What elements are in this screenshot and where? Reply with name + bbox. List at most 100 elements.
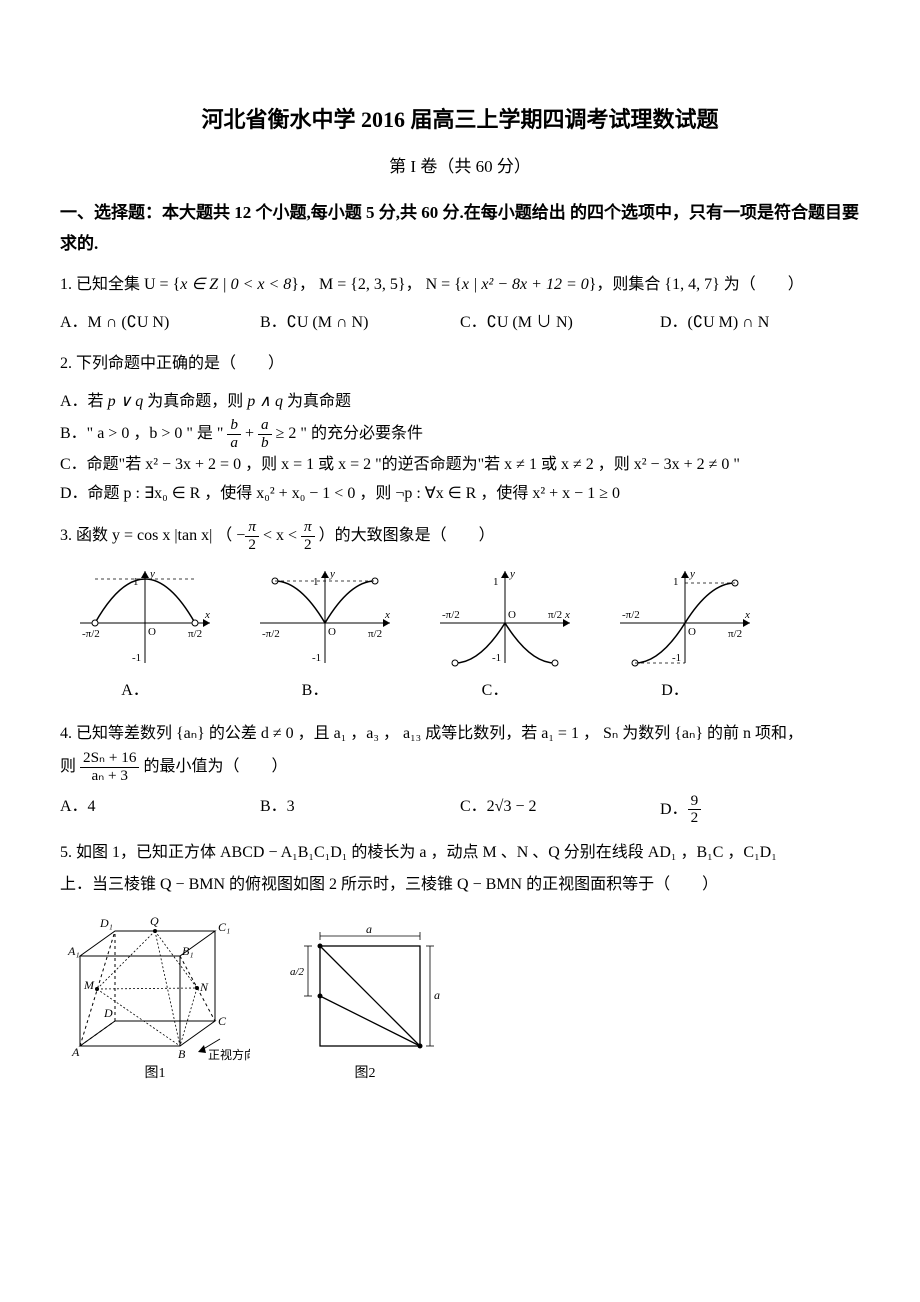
q4d-d: 2 <box>688 810 702 827</box>
svg-text:π/2: π/2 <box>728 628 742 640</box>
q3-graph-labels: A． B． C． D． <box>60 677 860 706</box>
q1-mid2: }，则集合 {1, 4, 7} 为（ ） <box>589 276 804 293</box>
question-5: 5. 如图 1，已知正方体 ABCD − A₁B₁C₁D₁ 的棱长为 a ，动点… <box>60 837 860 901</box>
q3-graphs: -π/2 π/2 O 1 -1 x y -π/2 π/2 O 1 -1 x y <box>70 563 860 673</box>
q3-fd1: 2 <box>245 537 259 554</box>
question-2-stem: 2. 下列命题中正确的是（ ） <box>60 348 860 380</box>
svg-text:1: 1 <box>673 576 679 588</box>
q5-fig1: A B C D A₁ B₁ C₁ D₁ M N Q 正视方向 <box>60 911 250 1061</box>
q1-mid1: }， M = {2, 3, 5}， N = { <box>291 276 462 293</box>
svg-text:N: N <box>199 980 209 994</box>
svg-text:1: 1 <box>133 576 139 588</box>
svg-text:-1: -1 <box>312 652 321 664</box>
svg-text:-π/2: -π/2 <box>262 628 280 640</box>
q2-options: A．若 p ∨ q 为真命题，则 p ∧ q 为真命题 B．" a > 0 ，b… <box>60 388 860 509</box>
svg-text:-π/2: -π/2 <box>622 609 640 621</box>
svg-text:y: y <box>329 568 335 580</box>
page-title: 河北省衡水中学 2016 届高三上学期四调考试理数试题 <box>60 100 860 140</box>
question-3-stem: 3. 函数 y = cos x |tan x| （ −π2 < x < π2 ）… <box>60 519 860 553</box>
svg-text:π/2: π/2 <box>368 628 382 640</box>
q3-fn1: π <box>245 519 259 537</box>
svg-text:x: x <box>384 609 390 621</box>
svg-text:C₁: C₁ <box>218 920 230 934</box>
svg-text:O: O <box>508 609 516 621</box>
svg-text:-π/2: -π/2 <box>442 609 460 621</box>
q4d-pre: D． <box>660 801 688 818</box>
svg-text:1: 1 <box>313 576 319 588</box>
svg-text:Q: Q <box>150 914 159 928</box>
q4-opt-a: A．4 <box>60 793 260 827</box>
svg-text:正视方向: 正视方向 <box>208 1047 250 1061</box>
q2a-b2: p ∧ q <box>247 393 283 410</box>
q3a-left: -π/2 <box>82 628 100 640</box>
q5-fig2: a a a/2 <box>290 921 440 1061</box>
q3-label-c: C． <box>420 677 570 706</box>
q2b-f1n: b <box>227 417 241 435</box>
svg-text:a: a <box>366 922 372 936</box>
svg-text:1: 1 <box>493 576 499 588</box>
svg-text:π/2: π/2 <box>548 609 562 621</box>
q2b-post: ≥ 2 " 的充分必要条件 <box>272 425 423 442</box>
q3-label-a: A． <box>60 677 210 706</box>
q4-opt-c: C．2√3 − 2 <box>460 793 660 827</box>
q2a-pre: A．若 <box>60 393 108 410</box>
q2b-f2d: b <box>258 435 272 452</box>
q4-opt-b: B．3 <box>260 793 460 827</box>
q2a-mid: 为真命题，则 <box>143 393 247 410</box>
q4-fd: aₙ + 3 <box>80 768 139 785</box>
svg-text:x: x <box>204 609 210 621</box>
q5-fig1-label: 图1 <box>60 1061 250 1086</box>
q5-line2: 上．当三棱锥 Q − BMN 的俯视图如图 2 所示时，三棱锥 Q − BMN … <box>60 869 860 901</box>
svg-text:-1: -1 <box>672 652 681 664</box>
q3-graph-d: -π/2 π/2 O 1 -1 x y <box>610 563 760 673</box>
q2-opt-c: C．命题"若 x² − 3x + 2 = 0 ，则 x = 1 或 x = 2 … <box>60 451 860 480</box>
q3-fn2: π <box>301 519 315 537</box>
q4d-n: 9 <box>688 793 702 811</box>
svg-text:B₁: B₁ <box>182 944 194 958</box>
q3-label-d: D． <box>600 677 750 706</box>
q2b-plus: + <box>241 425 258 442</box>
q1-setU: x ∈ Z | 0 < x < 8 <box>180 276 291 293</box>
svg-text:O: O <box>688 626 696 638</box>
q1-setN: x | x² − 8x + 12 = 0 <box>462 276 589 293</box>
q4-line1: 4. 已知等差数列 {aₙ} 的公差 d ≠ 0 ，且 a₁ ，a₃ ， a₁₃… <box>60 718 860 750</box>
q3-mid: < x < <box>259 527 301 544</box>
q5-fig2-label: 图2 <box>290 1061 440 1086</box>
q3-graph-a: -π/2 π/2 O 1 -1 x y <box>70 563 220 673</box>
q4-line2: 则 2Sₙ + 16aₙ + 3 的最小值为（ ） <box>60 750 860 784</box>
q5-fig1-wrap: A B C D A₁ B₁ C₁ D₁ M N Q 正视方向 图1 <box>60 911 250 1086</box>
q3-fd2: 2 <box>301 537 315 554</box>
svg-text:D₁: D₁ <box>99 916 113 930</box>
section1-head: 一、选择题：本大题共 12 个小题,每小题 5 分,共 60 分.在每小题给出 … <box>60 198 860 259</box>
q4-options: A．4 B．3 C．2√3 − 2 D．92 <box>60 793 860 827</box>
q4-fn: 2Sₙ + 16 <box>80 750 139 768</box>
q3-pre: 3. 函数 y = cos x |tan x| （ − <box>60 527 245 544</box>
svg-text:-1: -1 <box>132 652 141 664</box>
q2b-f1d: a <box>227 435 241 452</box>
svg-text:-1: -1 <box>492 652 501 664</box>
q2b-f2n: a <box>258 417 272 435</box>
q3a-right: π/2 <box>188 628 202 640</box>
svg-text:y: y <box>149 568 155 580</box>
q4-l2-pre: 则 <box>60 758 80 775</box>
svg-text:a: a <box>434 988 440 1002</box>
q2a-post: 为真命题 <box>283 393 351 410</box>
part-line: 第 I 卷（共 60 分） <box>60 152 860 183</box>
q1-opt-a: A．M ∩ (∁U N) <box>60 309 260 338</box>
q1-opt-b: B．∁U (M ∩ N) <box>260 309 460 338</box>
q5-line1: 5. 如图 1，已知正方体 ABCD − A₁B₁C₁D₁ 的棱长为 a ，动点… <box>60 837 860 869</box>
svg-text:x: x <box>564 609 570 621</box>
svg-text:a/2: a/2 <box>290 966 305 978</box>
q3-post: ）的大致图象是（ ） <box>315 527 495 544</box>
question-4: 4. 已知等差数列 {aₙ} 的公差 d ≠ 0 ，且 a₁ ，a₃ ， a₁₃… <box>60 718 860 784</box>
svg-text:M: M <box>83 978 95 992</box>
q5-fig2-wrap: a a a/2 图2 <box>290 921 440 1086</box>
q1-opt-c: C．∁U (M ∪ N) <box>460 309 660 338</box>
svg-text:D: D <box>103 1006 113 1020</box>
svg-text:O: O <box>148 626 156 638</box>
q3-label-b: B． <box>240 677 390 706</box>
q2-opt-a: A．若 p ∨ q 为真命题，则 p ∧ q 为真命题 <box>60 388 860 417</box>
question-1: 1. 已知全集 U = {x ∈ Z | 0 < x < 8}， M = {2,… <box>60 269 860 301</box>
q2-opt-d: D．命题 p : ∃x₀ ∈ R ，使得 x₀² + x₀ − 1 < 0 ，则… <box>60 480 860 509</box>
svg-text:A: A <box>71 1045 80 1059</box>
